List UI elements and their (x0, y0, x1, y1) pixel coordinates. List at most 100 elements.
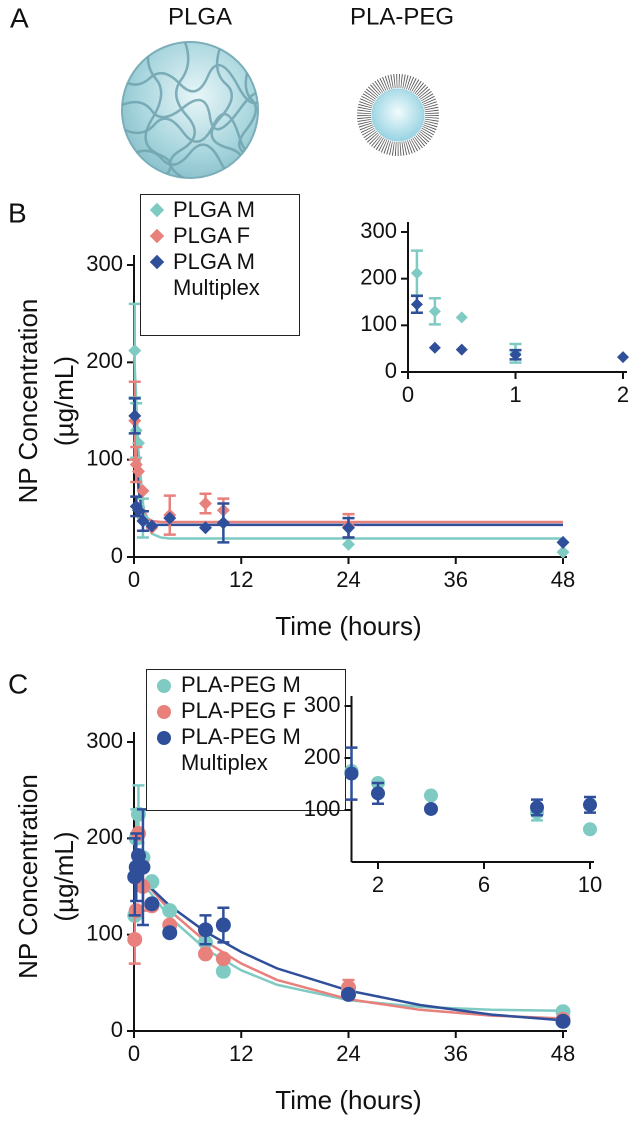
fit-line (132, 410, 563, 524)
marker (162, 903, 178, 919)
marker (131, 464, 145, 478)
y-tick-label: 200 (86, 824, 123, 849)
plga-particle (121, 41, 259, 179)
marker (215, 963, 231, 979)
legend-box: PLGA M PLGA F PLGA M Multiplex (140, 194, 300, 336)
legend-box: PLA-PEG M PLA-PEG F PLA-PEG M Multiplex (146, 669, 346, 811)
marker (509, 348, 522, 361)
marker (127, 931, 143, 947)
marker (215, 951, 231, 967)
marker (198, 946, 213, 962)
x-tick-label: 12 (229, 1041, 253, 1066)
y-tick-label: 0 (111, 543, 123, 568)
marker (556, 535, 570, 549)
marker (556, 545, 570, 559)
x-tick-label: 10 (578, 872, 602, 897)
y-tick-label: 100 (86, 445, 123, 470)
y-axis-label: NP Concentration (13, 299, 43, 504)
marker (199, 521, 212, 535)
marker (215, 917, 231, 933)
marker (136, 484, 150, 498)
y-tick-label: 0 (111, 1017, 123, 1042)
x-axis-label: Time (hours) (275, 611, 421, 641)
marker (424, 801, 438, 816)
x-tick-label: 0 (402, 382, 414, 407)
marker (198, 922, 213, 938)
x-tick-label: 36 (444, 1041, 468, 1066)
fit-line (133, 871, 564, 1013)
legend-label: PLA-PEG M Multiplex (181, 724, 301, 775)
y-tick-label: 300 (86, 251, 123, 276)
y-tick-label: 100 (360, 311, 397, 336)
legend-marker (149, 202, 165, 218)
y-axis-label: (µg/mL) (49, 356, 79, 446)
y-axis-label: (µg/mL) (49, 831, 79, 921)
legend-entry: PLA-PEG M Multiplex (153, 724, 339, 776)
marker (162, 925, 178, 941)
legend-entry: PLGA F (147, 223, 293, 249)
marker (199, 496, 212, 510)
y-tick-label: 200 (86, 348, 123, 373)
y-tick-label: 0 (385, 358, 397, 383)
particle-label: PLA-PEG (350, 3, 454, 30)
x-axis-label: Time (hours) (275, 1085, 421, 1115)
x-tick-label: 12 (229, 567, 253, 592)
marker (129, 423, 143, 437)
y-tick-label: 100 (86, 920, 123, 945)
marker (144, 896, 160, 912)
chart: 100 200 300 2 6 10 (304, 692, 602, 897)
marker (342, 537, 355, 551)
marker (455, 311, 468, 324)
legend-label: PLGA M (173, 197, 255, 222)
legend-marker (149, 228, 165, 244)
panel-label: A (10, 2, 29, 33)
panel-label: B (8, 197, 27, 228)
marker (342, 521, 355, 535)
x-tick-label: 1 (509, 382, 521, 407)
marker (424, 788, 438, 803)
y-tick-label: 300 (86, 728, 123, 753)
marker (617, 351, 629, 364)
legend-label: PLA-PEG M (181, 672, 301, 697)
fit-line (132, 350, 563, 540)
y-tick-label: 300 (360, 218, 397, 243)
legend-label: PLGA M Multiplex (173, 249, 260, 300)
marker (583, 822, 597, 837)
marker (410, 267, 423, 280)
fit-line (133, 868, 564, 1020)
legend-label: PLA-PEG F (181, 698, 296, 723)
legend-entry: PLGA M Multiplex (147, 249, 293, 301)
marker (136, 514, 150, 528)
marker (145, 519, 159, 533)
marker (428, 341, 441, 354)
legend-entry: PLA-PEG F (153, 698, 339, 724)
marker (371, 786, 385, 801)
fit-line (133, 871, 564, 1022)
legend-marker (149, 254, 165, 270)
legend-marker (157, 731, 171, 745)
x-tick-label: 2 (372, 872, 384, 897)
marker (131, 503, 145, 517)
y-tick-label: 300 (304, 692, 341, 717)
fit-line (132, 401, 563, 527)
marker (530, 800, 544, 815)
x-tick-label: 48 (551, 567, 575, 592)
x-tick-label: 36 (444, 567, 468, 592)
marker (410, 298, 423, 311)
y-tick-label: 200 (360, 264, 397, 289)
marker (130, 848, 146, 864)
legend-entry: PLA-PEG M (153, 672, 339, 698)
particle-label: PLGA (168, 3, 232, 30)
panel-label: C (8, 668, 28, 699)
x-tick-label: 0 (128, 1041, 140, 1066)
marker (583, 797, 597, 812)
x-tick-label: 6 (478, 872, 490, 897)
legend-marker (157, 705, 171, 719)
x-tick-label: 48 (551, 1041, 575, 1066)
legend-label: PLGA F (173, 223, 251, 248)
